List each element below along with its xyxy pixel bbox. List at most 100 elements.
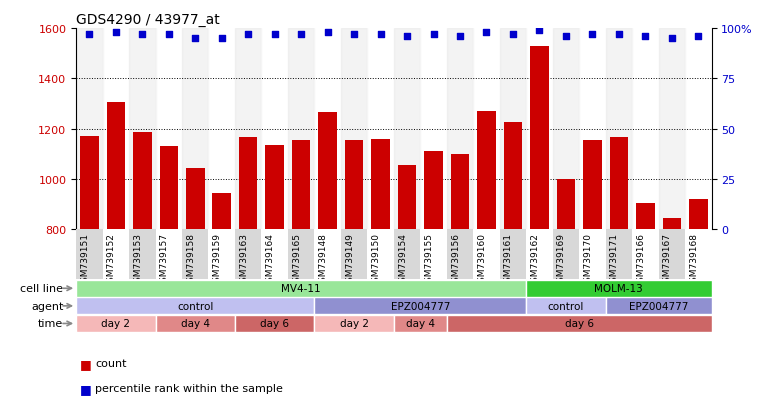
Bar [314,315,394,332]
Text: GSM739156: GSM739156 [451,232,460,287]
Bar [447,29,473,230]
Text: MOLM-13: MOLM-13 [594,284,643,294]
Text: day 2: day 2 [339,319,368,329]
Bar [447,230,473,280]
Text: GSM739169: GSM739169 [557,232,566,287]
Bar [606,230,632,280]
Text: day 4: day 4 [406,319,435,329]
Bar [103,230,129,280]
Point [295,32,307,38]
Point [215,36,228,42]
Text: GSM739152: GSM739152 [107,232,116,287]
Text: GSM739171: GSM739171 [610,232,619,287]
Bar [262,29,288,230]
Text: GSM739170: GSM739170 [584,232,592,287]
Text: EPZ004777: EPZ004777 [390,301,450,311]
Text: day 4: day 4 [181,319,210,329]
Text: time: time [38,319,63,329]
Text: GSM739148: GSM739148 [319,232,328,287]
Text: GSM739155: GSM739155 [425,232,434,287]
Bar [209,29,235,230]
Bar [133,133,151,230]
Text: GSM739158: GSM739158 [186,232,196,287]
Text: GSM739168: GSM739168 [689,232,699,287]
Text: GSM739149: GSM739149 [345,232,354,287]
Text: ■: ■ [80,382,91,395]
Bar [155,29,182,230]
Bar [107,103,125,230]
Text: GSM739160: GSM739160 [477,232,486,287]
Bar [186,168,205,230]
Bar [76,298,314,315]
Point [613,32,625,38]
Bar [530,47,549,230]
Bar [235,315,314,332]
Bar [160,147,178,230]
Bar [239,138,257,230]
Text: GSM739151: GSM739151 [81,232,89,287]
Bar [341,230,368,280]
Point [322,30,334,36]
Bar [155,315,235,332]
Bar [212,193,231,230]
Bar [368,230,394,280]
Text: EPZ004777: EPZ004777 [629,301,688,311]
Point [480,30,492,36]
Bar [552,29,579,230]
Text: day 2: day 2 [101,319,130,329]
Bar [76,315,155,332]
Bar [209,230,235,280]
Point [533,28,546,34]
Bar [182,230,209,280]
Point [136,32,148,38]
Bar [235,29,262,230]
Bar [689,199,708,230]
Text: control: control [177,301,213,311]
Bar [103,29,129,230]
Bar [526,280,712,297]
Point [454,33,466,40]
Text: GSM739161: GSM739161 [504,232,513,287]
Bar [500,29,526,230]
Bar [394,315,447,332]
Text: percentile rank within the sample: percentile rank within the sample [95,383,283,393]
Text: GSM739159: GSM739159 [213,232,221,287]
Bar [658,29,685,230]
Bar [636,203,654,230]
Bar [425,152,443,230]
Text: GSM739162: GSM739162 [530,232,540,287]
Bar [526,29,552,230]
Text: agent: agent [31,301,63,311]
Point [189,36,202,42]
Bar [394,29,420,230]
Bar [420,29,447,230]
Point [586,32,598,38]
Bar [76,230,103,280]
Text: day 6: day 6 [565,319,594,329]
Bar [341,29,368,230]
Point [560,33,572,40]
Point [83,32,95,38]
Text: GSM739150: GSM739150 [371,232,380,287]
Bar [579,230,606,280]
Point [401,33,413,40]
Bar [394,230,420,280]
Bar [556,179,575,230]
Text: GSM739163: GSM739163 [239,232,248,287]
Bar [314,230,341,280]
Bar [606,298,712,315]
Bar [129,230,155,280]
Bar [632,230,658,280]
Bar [318,113,337,230]
Text: day 6: day 6 [260,319,289,329]
Bar [526,298,606,315]
Point [507,32,519,38]
Bar [658,230,685,280]
Text: GSM739153: GSM739153 [133,232,142,287]
Bar [606,29,632,230]
Bar [80,137,99,230]
Bar [610,138,628,230]
Bar [76,29,103,230]
Bar [552,230,579,280]
Bar [266,145,284,230]
